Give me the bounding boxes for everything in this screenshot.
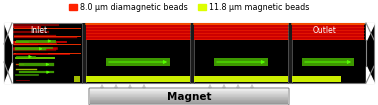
Bar — [194, 76, 288, 82]
Bar — [90, 103, 288, 104]
Bar — [74, 76, 80, 82]
Bar — [4, 23, 374, 83]
Legend: 8.0 μm diamagnetic beads, 11.8 μm magnetic beads: 8.0 μm diamagnetic beads, 11.8 μm magnet… — [69, 3, 309, 12]
Bar — [90, 94, 288, 95]
Bar — [90, 100, 288, 101]
Bar — [90, 95, 288, 96]
Bar — [90, 96, 288, 97]
Polygon shape — [4, 23, 12, 44]
Polygon shape — [4, 62, 12, 83]
Bar — [90, 89, 288, 90]
Bar — [90, 98, 288, 99]
Text: Outlet: Outlet — [313, 26, 336, 35]
Bar — [106, 58, 170, 66]
Text: Inlet: Inlet — [31, 26, 48, 35]
Bar — [90, 92, 288, 93]
Bar — [90, 93, 288, 94]
Bar — [86, 76, 190, 82]
Bar — [90, 90, 288, 91]
Bar — [194, 23, 288, 40]
Bar — [82, 23, 86, 83]
Bar — [90, 91, 288, 92]
Bar — [90, 97, 288, 98]
Bar — [292, 76, 341, 82]
Bar — [302, 58, 354, 66]
Bar — [288, 23, 292, 83]
Bar — [214, 58, 268, 66]
Polygon shape — [366, 66, 374, 83]
Bar — [90, 102, 288, 103]
Bar — [90, 101, 288, 102]
Bar — [292, 23, 364, 40]
Bar — [90, 99, 288, 100]
Polygon shape — [366, 23, 374, 40]
Text: Magnet: Magnet — [167, 91, 211, 102]
Bar — [190, 23, 194, 83]
Bar — [86, 23, 190, 40]
